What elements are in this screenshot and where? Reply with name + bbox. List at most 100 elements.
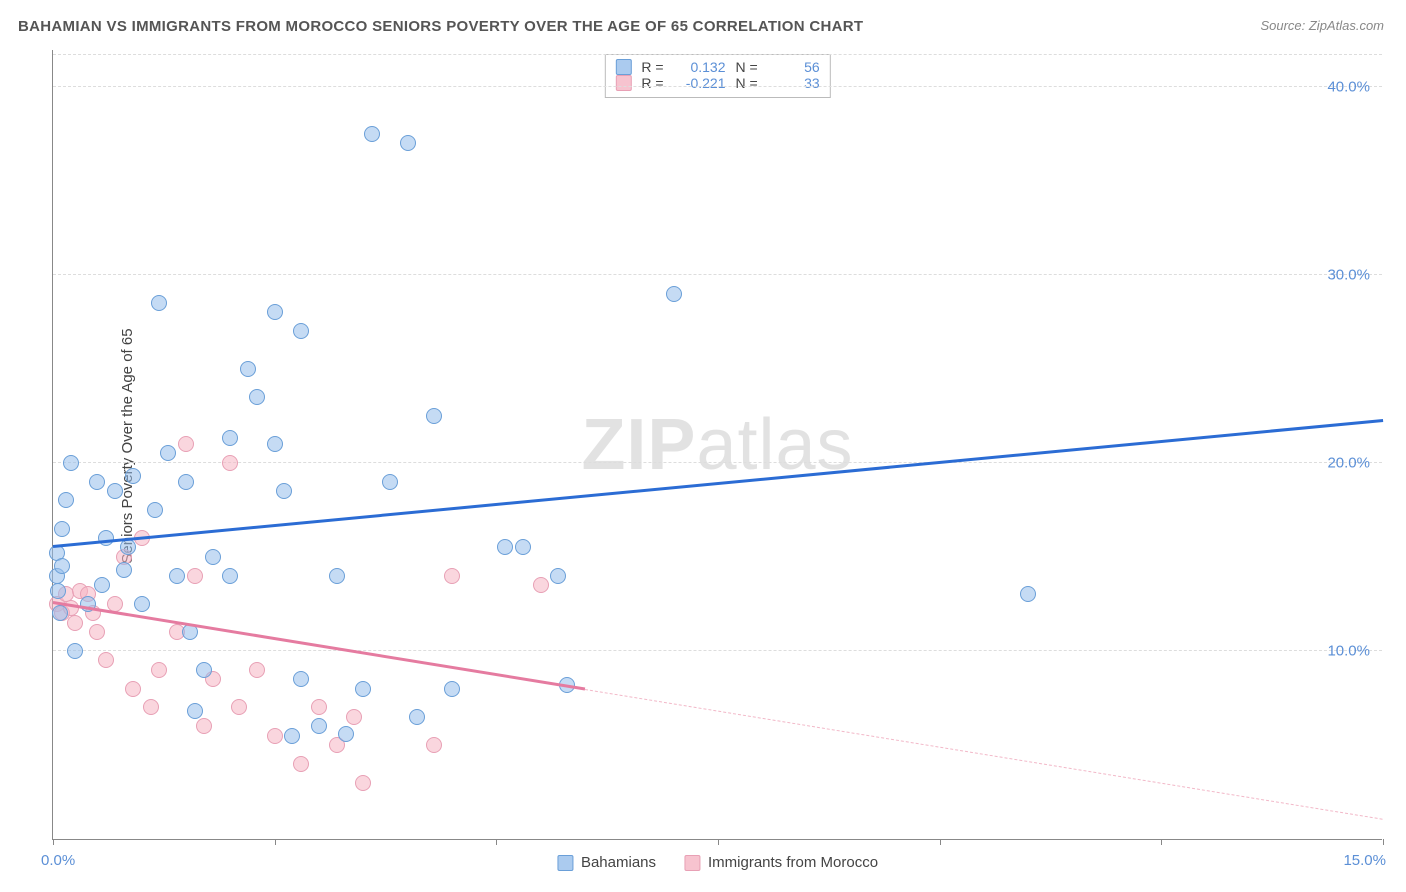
legend-stats-row-pink: R = -0.221 N = 33 xyxy=(615,75,819,91)
scatter-point-blue xyxy=(293,323,309,339)
scatter-point-blue xyxy=(666,286,682,302)
scatter-point-blue xyxy=(89,474,105,490)
xtick xyxy=(496,839,497,845)
scatter-point-blue xyxy=(151,295,167,311)
scatter-point-pink xyxy=(222,455,238,471)
scatter-point-pink xyxy=(231,699,247,715)
scatter-point-blue xyxy=(120,539,136,555)
swatch-pink-icon xyxy=(615,75,631,91)
xtick xyxy=(1161,839,1162,845)
scatter-point-blue xyxy=(276,483,292,499)
scatter-point-blue xyxy=(116,562,132,578)
gridline xyxy=(53,54,1382,55)
scatter-point-blue xyxy=(205,549,221,565)
swatch-blue-icon xyxy=(557,855,573,871)
ytick-label: 40.0% xyxy=(1327,78,1370,95)
scatter-point-blue xyxy=(54,558,70,574)
scatter-point-pink xyxy=(267,728,283,744)
legend-item-blue: Bahamians xyxy=(557,854,656,871)
legend-stats-box: R = 0.132 N = 56 R = -0.221 N = 33 xyxy=(604,54,830,98)
scatter-point-blue xyxy=(196,662,212,678)
xtick xyxy=(940,839,941,845)
stat-n-blue: 56 xyxy=(768,59,820,75)
stat-label: N = xyxy=(736,75,758,91)
stat-n-pink: 33 xyxy=(768,75,820,91)
scatter-point-blue xyxy=(134,596,150,612)
chart-title: BAHAMIAN VS IMMIGRANTS FROM MOROCCO SENI… xyxy=(18,18,863,35)
scatter-point-blue xyxy=(249,389,265,405)
gridline xyxy=(53,86,1382,87)
gridline xyxy=(53,462,1382,463)
scatter-point-blue xyxy=(169,568,185,584)
scatter-point-pink xyxy=(125,681,141,697)
xtick xyxy=(53,839,54,845)
scatter-point-pink xyxy=(444,568,460,584)
legend-label-blue: Bahamians xyxy=(581,854,656,871)
scatter-point-pink xyxy=(143,699,159,715)
swatch-pink-icon xyxy=(684,855,700,871)
scatter-point-blue xyxy=(267,304,283,320)
scatter-point-pink xyxy=(187,568,203,584)
legend-item-pink: Immigrants from Morocco xyxy=(684,854,878,871)
scatter-point-pink xyxy=(89,624,105,640)
scatter-point-blue xyxy=(63,455,79,471)
scatter-point-pink xyxy=(346,709,362,725)
scatter-point-pink xyxy=(178,436,194,452)
scatter-point-blue xyxy=(240,361,256,377)
xtick xyxy=(1383,839,1384,845)
scatter-point-blue xyxy=(355,681,371,697)
scatter-point-blue xyxy=(550,568,566,584)
scatter-point-pink xyxy=(67,615,83,631)
legend-label-pink: Immigrants from Morocco xyxy=(708,854,878,871)
scatter-point-blue xyxy=(94,577,110,593)
scatter-point-pink xyxy=(98,652,114,668)
scatter-point-blue xyxy=(67,643,83,659)
gridline xyxy=(53,274,1382,275)
scatter-point-pink xyxy=(426,737,442,753)
scatter-point-blue xyxy=(329,568,345,584)
scatter-point-blue xyxy=(1020,586,1036,602)
trend-line-pink-dash xyxy=(585,689,1383,820)
scatter-point-blue xyxy=(497,539,513,555)
scatter-point-blue xyxy=(107,483,123,499)
trend-line-pink-solid xyxy=(53,601,585,690)
stat-r-blue: 0.132 xyxy=(674,59,726,75)
scatter-point-blue xyxy=(364,126,380,142)
swatch-blue-icon xyxy=(615,59,631,75)
ytick-label: 10.0% xyxy=(1327,642,1370,659)
scatter-point-pink xyxy=(196,718,212,734)
stat-r-pink: -0.221 xyxy=(674,75,726,91)
scatter-point-blue xyxy=(400,135,416,151)
xtick xyxy=(718,839,719,845)
xtick-label-max: 15.0% xyxy=(1343,852,1386,869)
scatter-point-pink xyxy=(311,699,327,715)
ytick-label: 30.0% xyxy=(1327,266,1370,283)
scatter-point-blue xyxy=(426,408,442,424)
gridline xyxy=(53,650,1382,651)
legend-bottom: Bahamians Immigrants from Morocco xyxy=(557,854,878,871)
scatter-point-pink xyxy=(151,662,167,678)
scatter-point-blue xyxy=(293,671,309,687)
scatter-point-blue xyxy=(284,728,300,744)
scatter-point-blue xyxy=(98,530,114,546)
scatter-point-blue xyxy=(338,726,354,742)
scatter-point-blue xyxy=(409,709,425,725)
scatter-point-blue xyxy=(160,445,176,461)
scatter-point-blue xyxy=(311,718,327,734)
scatter-point-blue xyxy=(147,502,163,518)
plot-area: ZIPatlas R = 0.132 N = 56 R = -0.221 N =… xyxy=(52,50,1382,840)
scatter-point-blue xyxy=(54,521,70,537)
scatter-point-blue xyxy=(515,539,531,555)
xtick xyxy=(275,839,276,845)
chart-source: Source: ZipAtlas.com xyxy=(1260,18,1384,33)
scatter-point-blue xyxy=(222,568,238,584)
xtick-label-min: 0.0% xyxy=(41,852,75,869)
scatter-point-pink xyxy=(293,756,309,772)
stat-label: N = xyxy=(736,59,758,75)
stat-label: R = xyxy=(641,75,663,91)
trend-line-blue xyxy=(53,419,1383,548)
scatter-point-blue xyxy=(50,583,66,599)
scatter-point-blue xyxy=(187,703,203,719)
scatter-point-pink xyxy=(355,775,371,791)
legend-stats-row-blue: R = 0.132 N = 56 xyxy=(615,59,819,75)
